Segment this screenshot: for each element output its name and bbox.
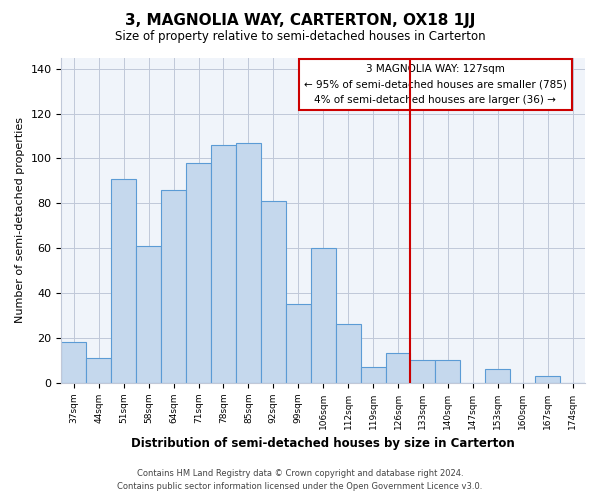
Y-axis label: Number of semi-detached properties: Number of semi-detached properties <box>15 117 25 323</box>
X-axis label: Distribution of semi-detached houses by size in Carterton: Distribution of semi-detached houses by … <box>131 437 515 450</box>
Bar <box>335 324 361 382</box>
Text: 3, MAGNOLIA WAY, CARTERTON, OX18 1JJ: 3, MAGNOLIA WAY, CARTERTON, OX18 1JJ <box>125 12 475 28</box>
Bar <box>86 358 111 382</box>
Bar <box>236 142 261 382</box>
Bar <box>361 367 386 382</box>
Bar <box>311 248 335 382</box>
Bar <box>161 190 186 382</box>
Bar <box>286 304 311 382</box>
Text: 3 MAGNOLIA WAY: 127sqm
← 95% of semi-detached houses are smaller (785)
4% of sem: 3 MAGNOLIA WAY: 127sqm ← 95% of semi-det… <box>304 64 567 105</box>
Bar <box>386 354 410 382</box>
Bar <box>111 178 136 382</box>
Bar <box>436 360 460 382</box>
Bar <box>61 342 86 382</box>
Bar <box>485 369 510 382</box>
Text: Size of property relative to semi-detached houses in Carterton: Size of property relative to semi-detach… <box>115 30 485 43</box>
Text: Contains HM Land Registry data © Crown copyright and database right 2024.
Contai: Contains HM Land Registry data © Crown c… <box>118 469 482 491</box>
Bar <box>410 360 436 382</box>
Bar <box>261 201 286 382</box>
Bar <box>136 246 161 382</box>
Bar <box>535 376 560 382</box>
Bar <box>211 145 236 382</box>
Bar <box>186 163 211 382</box>
